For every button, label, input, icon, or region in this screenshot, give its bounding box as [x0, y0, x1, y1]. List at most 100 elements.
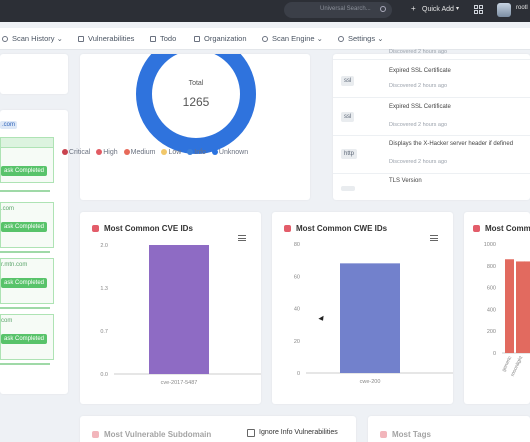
legend-item[interactable]: Unknown [211, 149, 248, 156]
checklist-icon [150, 36, 156, 42]
nav-organization[interactable]: Organization [194, 34, 247, 43]
vuln-time: Discovered 2 hours ago [389, 49, 448, 55]
scan-domain: r.mtn.com [1, 262, 28, 268]
vuln-tag: ssl [341, 76, 355, 86]
x-tick-label: cve-2017-5487 [161, 380, 198, 386]
vuln-row[interactable]: ssl Expired SSL Certificate Discovered 2… [333, 62, 530, 98]
scan-domain: com [1, 318, 13, 324]
user-name[interactable]: rootl [516, 5, 528, 11]
apps-grid-icon[interactable] [474, 5, 483, 14]
progress-bar [0, 363, 50, 365]
chart-title: Most Common CVE IDs [92, 224, 193, 233]
nav-scan-engine[interactable]: Scan Engine ⌄ [262, 34, 323, 43]
y-tick-label: 1.3 [100, 286, 108, 292]
status-badge: ask Completed [1, 334, 48, 344]
scan-item[interactable]: ask Completed [0, 137, 54, 183]
y-tick-label: 60 [294, 274, 300, 280]
vuln-title: Expired SSL Certificate [389, 104, 451, 110]
vuln-row[interactable]: http Displays the X-Hacker server header… [333, 136, 530, 174]
nav-label: Organization [204, 34, 247, 43]
y-tick-label: 0.0 [100, 372, 108, 378]
y-tick-label: 2.0 [100, 243, 108, 249]
chevron-down-icon: ⌄ [316, 34, 323, 43]
nav-label: Scan History [12, 34, 55, 43]
briefcase-icon [194, 36, 200, 42]
chart-title: Most Common CWE IDs [284, 224, 387, 233]
top-bar: Universal Search... + Quick Add ▾ rootl [0, 0, 530, 22]
bug-icon [380, 431, 387, 438]
legend-item[interactable]: Medium [123, 149, 156, 156]
card-title: Most Vulnerable Subdomain [92, 430, 211, 439]
vuln-tag: http [341, 149, 358, 159]
chart-menu-icon[interactable] [238, 235, 246, 241]
scan-item[interactable]: .com ask Completed [0, 202, 54, 248]
chevron-down-icon[interactable]: ▾ [456, 6, 460, 12]
bar [505, 259, 514, 353]
y-tick-label: 0 [297, 371, 300, 377]
chevron-down-icon: ⌄ [56, 34, 63, 43]
most-vulnerable-subdomain-card: Most Vulnerable Subdomain [80, 416, 356, 442]
main-nav: Scan History ⌄ Vulnerabilities Todo Orga… [0, 28, 530, 50]
nav-settings[interactable]: Settings ⌄ [338, 34, 384, 43]
cwe-chart-card: Most Common CWE IDs 0 20 40 60 80 cwe-200 [272, 212, 453, 404]
legend-item[interactable]: Info [187, 149, 206, 156]
chart-title: Most Comm [473, 224, 530, 233]
x-tick-label: cwe-200 [360, 379, 381, 385]
vuln-time: Discovered 2 hours ago [389, 159, 448, 165]
card-title: Most Tags [380, 430, 431, 439]
domain-tag[interactable]: .com [0, 121, 18, 129]
cve-bar-chart: 0.0 0.7 1.3 2.0 cve-2017-5487 [100, 243, 261, 386]
search-icon[interactable] [380, 6, 386, 12]
vuln-row[interactable]: TLS Version [333, 174, 530, 194]
quick-add-button[interactable]: Quick Add [422, 6, 454, 13]
progress-bar [0, 307, 50, 309]
vuln-title: Expired SSL Certificate [389, 68, 451, 74]
bug-icon [92, 225, 99, 232]
donut-chart [136, 54, 256, 154]
progress-bar [0, 251, 50, 253]
bug-icon [473, 225, 480, 232]
y-tick-label: 0 [493, 351, 496, 357]
legend-item[interactable]: High [96, 149, 118, 156]
ignore-info-checkbox[interactable] [247, 429, 255, 437]
nav-todo[interactable]: Todo [150, 34, 176, 43]
history-icon [2, 36, 8, 42]
y-tick-label: 200 [487, 329, 496, 335]
recent-vulnerabilities-card [333, 54, 530, 200]
plus-icon[interactable]: + [411, 4, 416, 13]
scan-item[interactable]: r.mtn.com ask Completed [0, 258, 54, 304]
chevron-down-icon: ⌄ [377, 34, 384, 43]
vuln-row[interactable]: Discovered 2 hours ago [333, 44, 530, 60]
y-tick-label: 0.7 [100, 329, 108, 335]
nav-vulnerabilities[interactable]: Vulnerabilities [78, 34, 134, 43]
bar [149, 245, 209, 374]
donut-total: 1265 [182, 95, 210, 109]
vuln-time: Discovered 2 hours ago [389, 83, 448, 89]
vuln-title: Displays the X-Hacker server header if d… [389, 141, 514, 147]
cwe-bar-chart: 0 20 40 60 80 cwe-200 [294, 242, 453, 385]
progress-bar [0, 190, 50, 192]
vuln-time: Discovered 2 hours ago [389, 122, 448, 128]
legend-item[interactable]: Critical [61, 149, 90, 156]
scan-item[interactable]: com ask Completed [0, 314, 54, 360]
donut-label: Total [188, 80, 204, 87]
y-tick-label: 80 [294, 242, 300, 248]
vuln-tag: ssl [341, 112, 355, 122]
nav-label: Scan Engine [272, 34, 315, 43]
nav-scan-history[interactable]: Scan History ⌄ [2, 34, 63, 43]
chart-menu-icon[interactable] [430, 235, 438, 241]
scan-domain: .com [1, 206, 15, 212]
y-tick-label: 600 [487, 286, 496, 292]
vuln-tag [341, 186, 355, 191]
universal-search-input[interactable]: Universal Search... [284, 2, 392, 18]
y-tick-label: 20 [294, 339, 300, 345]
y-tick-label: 400 [487, 307, 496, 313]
vuln-title: TLS Version [389, 178, 422, 184]
vuln-row[interactable]: ssl Expired SSL Certificate Discovered 2… [333, 98, 530, 136]
donut-ring [136, 54, 256, 154]
status-badge: ask Completed [1, 166, 48, 176]
avatar[interactable] [497, 3, 511, 17]
vulnerability-donut-card: Total 1265 [80, 54, 310, 200]
legend-item[interactable]: Low [161, 149, 181, 156]
